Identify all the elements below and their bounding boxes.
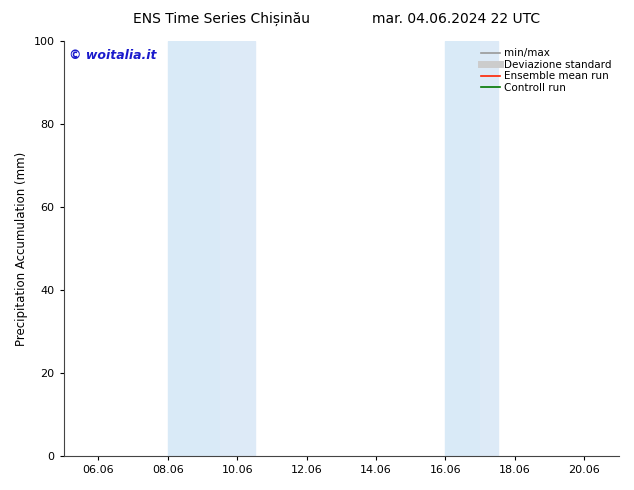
Text: © woitalia.it: © woitalia.it <box>69 49 157 62</box>
Text: mar. 04.06.2024 22 UTC: mar. 04.06.2024 22 UTC <box>372 12 541 26</box>
Bar <box>446 41 480 456</box>
Y-axis label: Precipitation Accumulation (mm): Precipitation Accumulation (mm) <box>15 151 28 345</box>
Bar <box>480 41 498 456</box>
Bar <box>220 41 254 456</box>
Text: ENS Time Series Chișinău: ENS Time Series Chișinău <box>133 12 311 26</box>
Bar <box>168 41 220 456</box>
Legend: min/max, Deviazione standard, Ensemble mean run, Controll run: min/max, Deviazione standard, Ensemble m… <box>479 46 614 95</box>
